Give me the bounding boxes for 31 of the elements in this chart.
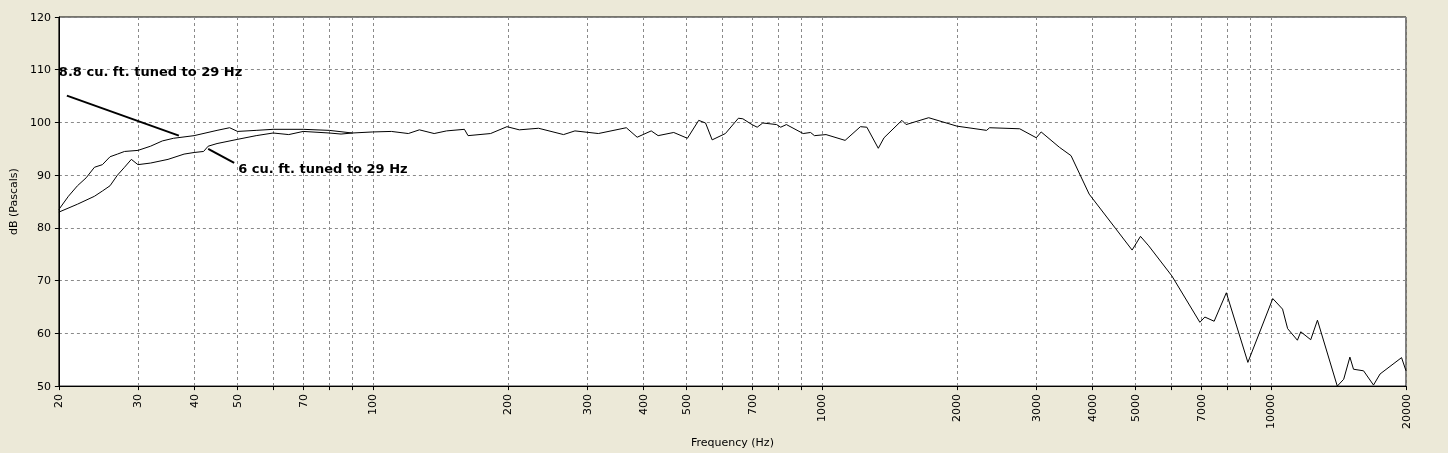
y-tick-label: 100 — [29, 115, 51, 129]
y-tick-label: 110 — [29, 63, 51, 77]
y-tick-label: 80 — [36, 221, 51, 235]
x-tick-label: 700 — [745, 394, 759, 416]
x-tick-label: 4000 — [1085, 394, 1099, 423]
y-tick-label: 50 — [36, 379, 51, 393]
x-tick-label: 50 — [231, 394, 245, 409]
x-tick-label: 200 — [501, 394, 515, 416]
y-tick-label: 60 — [36, 326, 51, 340]
x-tick-label: 40 — [187, 394, 201, 409]
x-tick-label: 10000 — [1264, 394, 1278, 430]
x-tick-label: 300 — [580, 394, 594, 416]
x-tick-label: 3000 — [1029, 394, 1043, 423]
x-tick-label: 20000 — [1399, 394, 1413, 430]
y-axis-title: dB (Pascals) — [7, 168, 20, 235]
y-tick-label: 70 — [36, 274, 51, 288]
annotation: 8.8 cu. ft. tuned to 29 Hz — [58, 64, 243, 80]
x-tick-label: 2000 — [950, 394, 964, 423]
x-tick-label: 70 — [296, 394, 310, 409]
y-tick-label: 90 — [36, 168, 51, 182]
x-axis-title: Frequency (Hz) — [690, 436, 774, 449]
x-tick-label: 30 — [131, 394, 145, 409]
x-tick-label: 100 — [366, 394, 380, 416]
x-tick-label: 5000 — [1129, 394, 1143, 423]
annotation: 6 cu. ft. tuned to 29 Hz — [238, 161, 408, 177]
x-tick-label: 1000 — [815, 394, 829, 423]
y-tick-label: 120 — [29, 10, 51, 24]
x-tick-label: 7000 — [1194, 394, 1208, 423]
x-tick-label: 500 — [680, 394, 694, 416]
x-tick-label: 20 — [52, 394, 66, 409]
x-tick-label: 400 — [636, 394, 650, 416]
